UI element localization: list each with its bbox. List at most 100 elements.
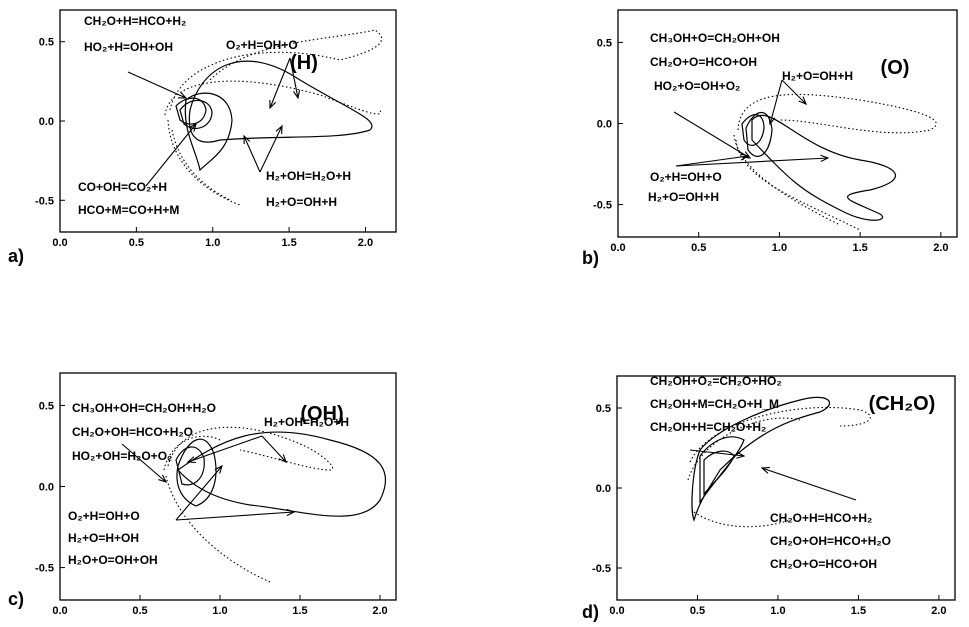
annotation-arrow <box>675 155 749 167</box>
arrowhead <box>798 96 807 105</box>
x-tick-label: 1.0 <box>205 237 220 249</box>
reaction-label: HO₂+OH=H₂O+O₂ <box>72 449 172 463</box>
y-tick-label: -0.5 <box>35 563 54 575</box>
panel-label: a) <box>8 246 24 266</box>
annotation-arrow <box>187 435 263 463</box>
dotted-contour <box>689 406 871 463</box>
solid-contour <box>699 436 745 504</box>
annotation-arrow <box>769 79 783 125</box>
panel-label: c) <box>8 589 24 609</box>
species-label: (O) <box>881 57 910 79</box>
reaction-label: CO+OH=CO₂+H <box>78 180 167 194</box>
solid-contour <box>188 60 373 143</box>
x-tick-label: 0.5 <box>691 242 706 254</box>
dotted-contour <box>165 475 271 583</box>
y-tick-label: 0.5 <box>597 37 612 49</box>
arrowhead <box>177 91 188 99</box>
reaction-label: HCO+M=CO+H+M <box>78 203 179 217</box>
y-tick-label: -0.5 <box>593 200 612 212</box>
reaction-label: CH₂OH+H=CH₂O+H₂ <box>650 420 766 434</box>
annotation-arrow <box>269 57 291 109</box>
annotation-arrow <box>261 435 287 463</box>
reaction-label: H₂+O=OH+H <box>648 190 719 204</box>
x-tick-label: 1.0 <box>770 605 785 617</box>
dotted-contour <box>693 511 791 528</box>
x-tick-label: 0.5 <box>129 237 144 249</box>
annotation-arrow <box>175 511 295 521</box>
annotation-arrow <box>175 465 223 521</box>
solid-contour <box>175 446 205 486</box>
solid-contour <box>176 438 217 507</box>
y-tick-label: 0.5 <box>39 400 54 412</box>
dotted-contour <box>167 119 241 206</box>
y-tick-label: 0.0 <box>39 482 54 494</box>
reaction-label: H₂+O=OH+H <box>266 195 337 209</box>
x-tick-label: 2.0 <box>358 237 373 249</box>
reaction-label: H₂+OH=H₂O+H <box>264 415 349 429</box>
x-tick-label: 0.5 <box>132 605 147 617</box>
x-tick-label: 1.5 <box>852 242 867 254</box>
reaction-label: O₂+H=OH+O <box>226 38 298 52</box>
arrowhead <box>293 90 301 100</box>
panel-label: d) <box>582 602 599 622</box>
dotted-contour <box>737 93 937 134</box>
x-tick-label: 1.0 <box>772 242 787 254</box>
solid-contour <box>691 396 831 522</box>
solid-contour <box>177 431 387 517</box>
arrowhead <box>736 451 746 459</box>
chart-panel-b: 0.0 0.5 1.0 1.5 2.0 0.5 0.0 -0.5 CH₃OH+O=CH₂OH+O… <box>582 9 958 268</box>
reaction-label: H₂+O=H+OH <box>68 531 139 545</box>
y-tick-label: 0.5 <box>39 37 54 49</box>
arrowhead <box>742 151 752 159</box>
arrowhead <box>275 124 283 135</box>
reaction-label: CH₂O+H=HCO+H₂ <box>84 14 186 28</box>
y-tick-label: 0.5 <box>596 403 611 415</box>
arrowhead <box>820 154 830 162</box>
solid-contour <box>751 114 896 221</box>
y-tick-label: -0.5 <box>592 563 611 575</box>
x-tick-label: 0.5 <box>690 605 705 617</box>
arrowhead <box>278 454 287 464</box>
chart-panel-d: 0.0 0.5 1.0 1.5 2.0 0.5 0.0 -0.5 CH₂OH+O₂=CH₂O+H… <box>582 374 956 622</box>
dotted-contour <box>167 426 333 471</box>
annotation-arrow <box>689 449 745 457</box>
reaction-label: H₂+O=OH+H <box>782 69 853 83</box>
chart-panel-a: 0.0 0.5 1.0 1.5 2.0 0.5 0.0 -0.5 CH₂O+H=HCO+H₂ HO… <box>8 9 397 266</box>
x-tick-label: 1.5 <box>851 605 866 617</box>
species-label: (CH₂O) <box>869 393 936 415</box>
arrowhead <box>286 508 296 517</box>
dotted-contour <box>733 134 841 226</box>
annotation-arrow <box>127 71 187 99</box>
x-tick-label: 1.5 <box>292 605 307 617</box>
annotation-arrow <box>673 111 751 159</box>
panel-label: b) <box>582 248 599 268</box>
reaction-label: H₂+OH=H₂O+H <box>266 169 351 183</box>
arrowhead <box>158 474 168 483</box>
annotation-arrow <box>761 467 857 501</box>
arrowhead <box>188 122 197 132</box>
arrowhead <box>269 99 277 110</box>
x-tick-label: 2.0 <box>372 605 387 617</box>
dotted-contour <box>171 129 231 201</box>
solid-contour <box>175 97 207 125</box>
reaction-label: CH₃OH+O=CH₂OH+OH <box>650 31 780 45</box>
arrowhead <box>760 466 771 474</box>
reaction-label: CH₂O+O=HCO+OH <box>650 55 757 69</box>
reaction-label: O₂+H=OH+O <box>68 509 140 523</box>
species-label: (OH) <box>300 403 343 425</box>
dotted-contour <box>169 29 383 111</box>
reaction-label: CH₂OH+M=CH₂O+H_M <box>650 397 779 411</box>
y-tick-label: -0.5 <box>35 195 54 207</box>
annotation-arrow <box>243 135 261 173</box>
solid-contour <box>745 111 773 157</box>
y-tick-label: 0.0 <box>597 119 612 131</box>
y-tick-label: 0.0 <box>596 483 611 495</box>
x-tick-label: 0.0 <box>52 605 67 617</box>
reaction-label: CH₂O+OH=HCO+H₂O <box>770 534 891 548</box>
y-tick-label: 0.0 <box>39 116 54 128</box>
reaction-label: CH₃OH+OH=CH₂OH+H₂O <box>72 401 216 415</box>
x-tick-label: 0.0 <box>610 242 625 254</box>
arrowhead <box>243 134 251 145</box>
reaction-label: CH₂OH+O₂=CH₂O+HO₂ <box>650 374 782 388</box>
